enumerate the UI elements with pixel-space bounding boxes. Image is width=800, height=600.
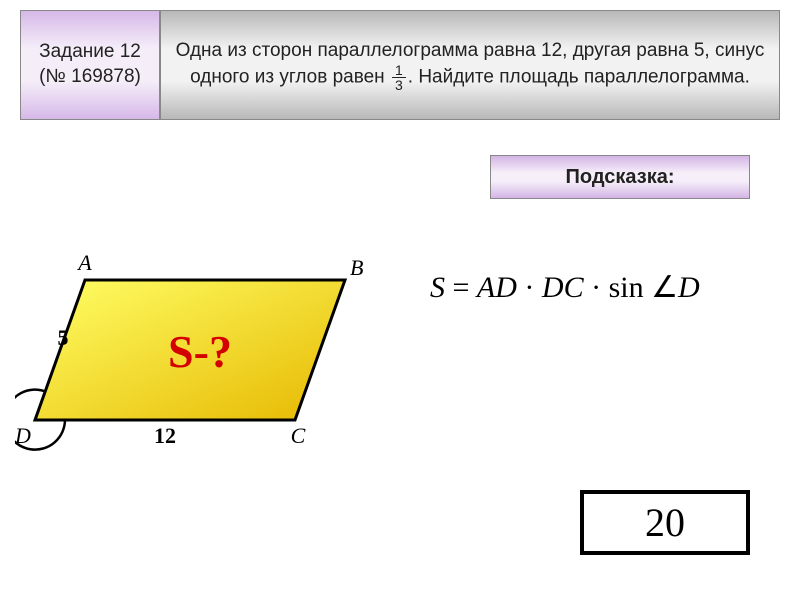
task-number-box: Задание 12 (№ 169878) [20,10,160,120]
hint-label: Подсказка: [566,166,675,189]
task-number-label: Задание 12 (№ 169878) [27,40,153,89]
area-formula: S = AD · DC · sin ∠D [430,270,700,305]
area-question-label: S-? [168,326,232,377]
answer-value: 20 [645,499,685,546]
vertex-a: A [76,250,92,275]
hint-box: Подсказка: [490,155,750,199]
formula-dot2: · [591,271,609,304]
formula-equals: = [453,271,477,304]
vertex-d: D [15,423,31,448]
side-bottom-label: 12 [154,423,176,448]
fraction: 1 3 [392,63,406,92]
vertex-c: C [291,423,306,448]
formula-lhs: S [430,271,445,304]
fraction-denominator: 3 [392,78,406,92]
formula-angle-d: D [678,271,700,304]
side-left-label: 5 [58,325,69,350]
problem-text-after: . Найдите площадь параллелограмма. [408,67,750,88]
formula-sin: sin [609,271,644,304]
problem-text: Одна из сторон параллелограмма равна 12,… [175,38,765,93]
vertex-b: B [350,255,363,280]
formula-dot1: · [524,271,542,304]
formula-dc: DC [542,271,584,304]
answer-box: 20 [580,490,750,555]
parallelogram-diagram: A B C D 12 5 S-? [15,235,395,455]
formula-ad: AD [477,271,517,304]
formula-angle-symbol: ∠ [651,271,678,304]
problem-text-box: Одна из сторон параллелограмма равна 12,… [160,10,780,120]
fraction-numerator: 1 [392,63,406,78]
